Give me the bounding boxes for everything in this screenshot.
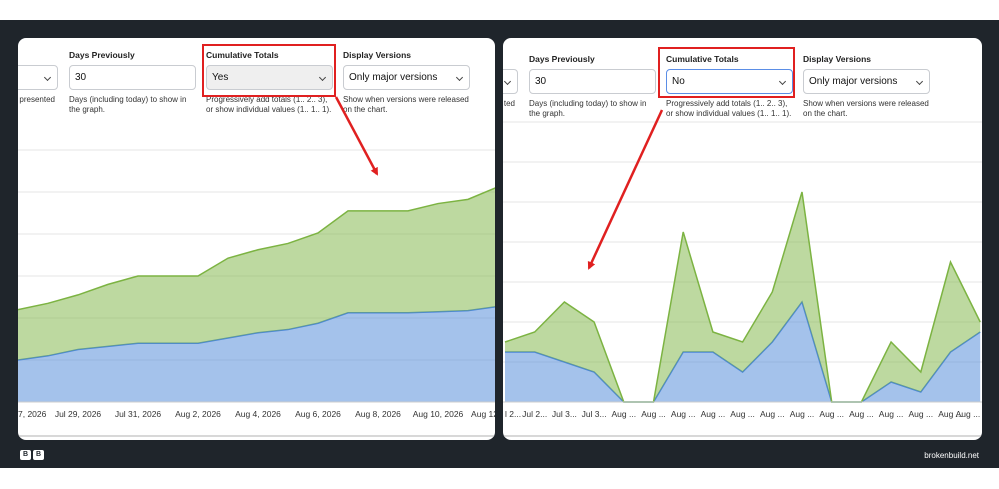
select-partial[interactable] xyxy=(18,65,58,90)
x-tick-label: Aug ... xyxy=(879,409,904,419)
area-fill xyxy=(505,192,981,402)
highlight-box xyxy=(658,47,795,98)
help-text: Show when versions were released on the … xyxy=(803,99,929,118)
select-partial[interactable] xyxy=(503,69,518,94)
help-text: presented xyxy=(19,95,55,104)
logo: B xyxy=(20,450,31,460)
help-text: ted xyxy=(503,99,515,108)
x-tick-label: Aug ... xyxy=(909,409,934,419)
area-line xyxy=(504,191,981,403)
x-tick-label: 7, 2026 xyxy=(18,409,47,419)
x-tick-label: Aug 6, 2026 xyxy=(295,409,341,419)
field-label: Display Versions xyxy=(803,54,872,64)
arrow xyxy=(334,96,379,176)
field-label: Days Previously xyxy=(69,50,135,60)
x-tick-label: l 2... xyxy=(505,409,521,419)
select[interactable]: Only major versions xyxy=(343,65,470,90)
x-tick-label: Aug ... xyxy=(938,409,963,419)
x-tick-label: Aug 8, 2026 xyxy=(355,409,401,419)
select[interactable]: Only major versions xyxy=(803,69,930,94)
x-tick-label: Aug ... xyxy=(956,409,981,419)
text-input[interactable]: 30 xyxy=(69,65,196,90)
x-tick-label: Aug ... xyxy=(730,409,755,419)
help-text: Days (including today) to show in the gr… xyxy=(529,99,647,118)
area-line xyxy=(18,187,495,311)
area-fill xyxy=(18,188,495,360)
help-text: Progressively add totals (1.. 2.. 3), or… xyxy=(666,99,792,118)
chart: 7, 2026 Jul 29, 2026 Jul 31, 2026 Aug 2, 20… xyxy=(18,149,495,437)
chart: l 2... Jul 2... Jul 3... Jul 3... Aug ... Aug… xyxy=(503,121,982,437)
field-label: Cumulative Totals xyxy=(666,54,739,64)
panel: l 2... Jul 2... Jul 3... Jul 3... Aug ... Aug… xyxy=(503,38,982,440)
help-text: Days (including today) to show in the gr… xyxy=(69,95,187,114)
x-tick-label: Aug ... xyxy=(612,409,637,419)
field-label: Display Versions xyxy=(343,50,412,60)
x-tick-label: Aug 4, 2026 xyxy=(235,409,281,419)
field-label: Cumulative Totals xyxy=(206,50,279,60)
x-tick-label: Jul 29, 2026 xyxy=(55,409,102,419)
highlight-box xyxy=(202,44,336,97)
x-tick-label: Jul 31, 2026 xyxy=(115,409,162,419)
x-tick-label: Jul 3... xyxy=(582,409,607,419)
select[interactable]: Yes xyxy=(206,65,333,90)
select[interactable]: No xyxy=(666,69,793,94)
x-tick-label: Aug ... xyxy=(819,409,844,419)
panel: 7, 2026 Jul 29, 2026 Jul 31, 2026 Aug 2, 20… xyxy=(18,38,495,440)
field-label: Days Previously xyxy=(529,54,595,64)
x-tick-label: Aug 2, 2026 xyxy=(175,409,221,419)
x-tick-label: Jul 2... xyxy=(522,409,547,419)
x-tick-label: Aug ... xyxy=(701,409,726,419)
x-tick-label: Aug ... xyxy=(671,409,696,419)
site-name: brokenbuild.net xyxy=(924,451,979,460)
x-tick-label: Aug 10, 2026 xyxy=(413,409,464,419)
area-fill xyxy=(505,302,981,402)
help-text: Progressively add totals (1.. 2.. 3), or… xyxy=(206,95,332,114)
area-fill xyxy=(18,306,495,402)
x-tick-label: Aug ... xyxy=(849,409,874,419)
x-tick-label: Jul 3... xyxy=(552,409,577,419)
x-tick-label: Aug ... xyxy=(760,409,785,419)
x-tick-label: Aug ... xyxy=(641,409,666,419)
text-input[interactable]: 30 xyxy=(529,69,656,94)
x-tick-label: Aug ... xyxy=(790,409,815,419)
x-tick-label: Aug 12 xyxy=(471,409,495,419)
help-text: Show when versions were released on the … xyxy=(343,95,469,114)
logo: B xyxy=(33,450,44,460)
arrow xyxy=(587,109,664,270)
